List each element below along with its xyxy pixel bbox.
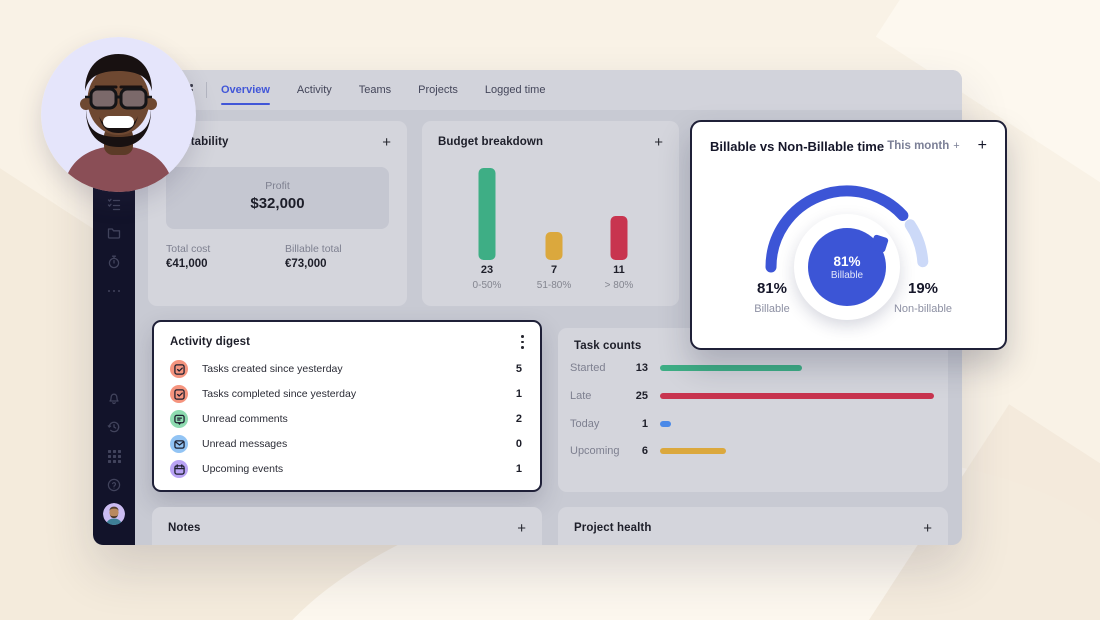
billable-total-metric: Billable total €73,000 <box>285 243 342 270</box>
messages-icon <box>170 435 188 453</box>
events-icon <box>170 460 188 478</box>
profit-label: Profit <box>265 180 290 192</box>
budget-title: Budget breakdown <box>438 136 544 148</box>
bell-icon[interactable] <box>101 385 127 411</box>
profitability-add-button[interactable]: + <box>382 133 391 151</box>
billable-gauge-chart <box>765 185 929 273</box>
tab-activity[interactable]: Activity <box>296 84 332 96</box>
profitability-card: Profitability + Profit $32,000 Total cos… <box>148 121 407 306</box>
more-ellipsis-icon[interactable] <box>101 278 127 304</box>
tab-overview[interactable]: Overview <box>221 70 270 110</box>
project-health-card: Project health + <box>558 507 948 545</box>
started-bar <box>660 365 934 371</box>
task-row-late: Late 25 <box>570 389 934 403</box>
comments-icon <box>170 410 188 428</box>
task-counts-card: Task counts Started 13 Late 25 Today 1 U… <box>558 328 948 492</box>
folder-icon[interactable] <box>101 220 127 246</box>
budget-bar-51-80: 7 51-80% <box>521 121 587 306</box>
profit-value: $32,000 <box>250 195 305 212</box>
late-bar <box>660 393 934 399</box>
non-billable-percent: 19% Non-billable <box>893 280 953 315</box>
tab-teams[interactable]: Teams <box>358 84 392 96</box>
sidebar-profile-avatar[interactable] <box>103 503 125 525</box>
profit-panel: Profit $32,000 <box>166 167 389 229</box>
nav-tabs: Overview Activity Teams Projects Logged … <box>221 70 545 110</box>
notes-add-button[interactable]: + <box>517 519 526 537</box>
gauge-center-bubble: 81% Billable <box>808 228 889 306</box>
billable-percent: 81% Billable <box>754 280 790 315</box>
nav-divider <box>206 82 207 98</box>
budget-bar-0-50: 23 0-50% <box>454 121 520 306</box>
apps-grid-icon[interactable] <box>101 443 127 469</box>
activity-menu-icon[interactable] <box>521 335 524 349</box>
activity-row-tasks-created: Tasks created since yesterday 5 <box>170 358 522 380</box>
activity-digest-card: Activity digest Tasks created since yest… <box>152 320 542 492</box>
notes-title: Notes <box>168 522 201 534</box>
activity-row-unread-messages: Unread messages 0 <box>170 433 522 455</box>
today-bar <box>660 421 934 427</box>
task-row-started: Started 13 <box>570 361 934 375</box>
task-row-today: Today 1 <box>570 417 934 431</box>
budget-add-button[interactable]: + <box>654 133 663 151</box>
total-cost-metric: Total cost €41,000 <box>166 243 211 270</box>
budget-breakdown-card: Budget breakdown + 23 0-50% 7 51-80% 11 … <box>422 121 679 306</box>
tab-projects[interactable]: Projects <box>418 84 458 96</box>
period-expander-icon: + <box>953 140 960 152</box>
tab-logged-time[interactable]: Logged time <box>484 84 546 96</box>
notes-card: Notes + <box>152 507 542 545</box>
upcoming-bar <box>660 448 934 454</box>
top-navbar: Overview Activity Teams Projects Logged … <box>135 70 962 110</box>
tasks-list-icon[interactable] <box>101 191 127 217</box>
project-health-title: Project health <box>574 522 652 534</box>
task-row-upcoming: Upcoming 6 <box>570 444 934 458</box>
timer-icon[interactable] <box>101 249 127 275</box>
billable-add-button[interactable]: + <box>977 137 987 154</box>
history-icon[interactable] <box>101 414 127 440</box>
budget-bar-over-80: 11 > 80% <box>586 121 652 306</box>
task-created-icon <box>170 360 188 378</box>
user-avatar[interactable] <box>41 37 196 192</box>
help-icon[interactable] <box>101 472 127 498</box>
activity-digest-title: Activity digest <box>170 336 251 348</box>
activity-row-upcoming-events: Upcoming events 1 <box>170 458 522 480</box>
billable-period-dropdown[interactable]: This month + <box>887 140 960 152</box>
task-counts-title: Task counts <box>574 340 642 352</box>
billable-card: Billable vs Non-Billable time This month… <box>690 120 1007 350</box>
billable-title: Billable vs Non-Billable time <box>710 138 885 154</box>
activity-row-unread-comments: Unread comments 2 <box>170 408 522 430</box>
project-health-add-button[interactable]: + <box>923 519 932 537</box>
activity-row-tasks-completed: Tasks completed since yesterday 1 <box>170 383 522 405</box>
task-completed-icon <box>170 385 188 403</box>
